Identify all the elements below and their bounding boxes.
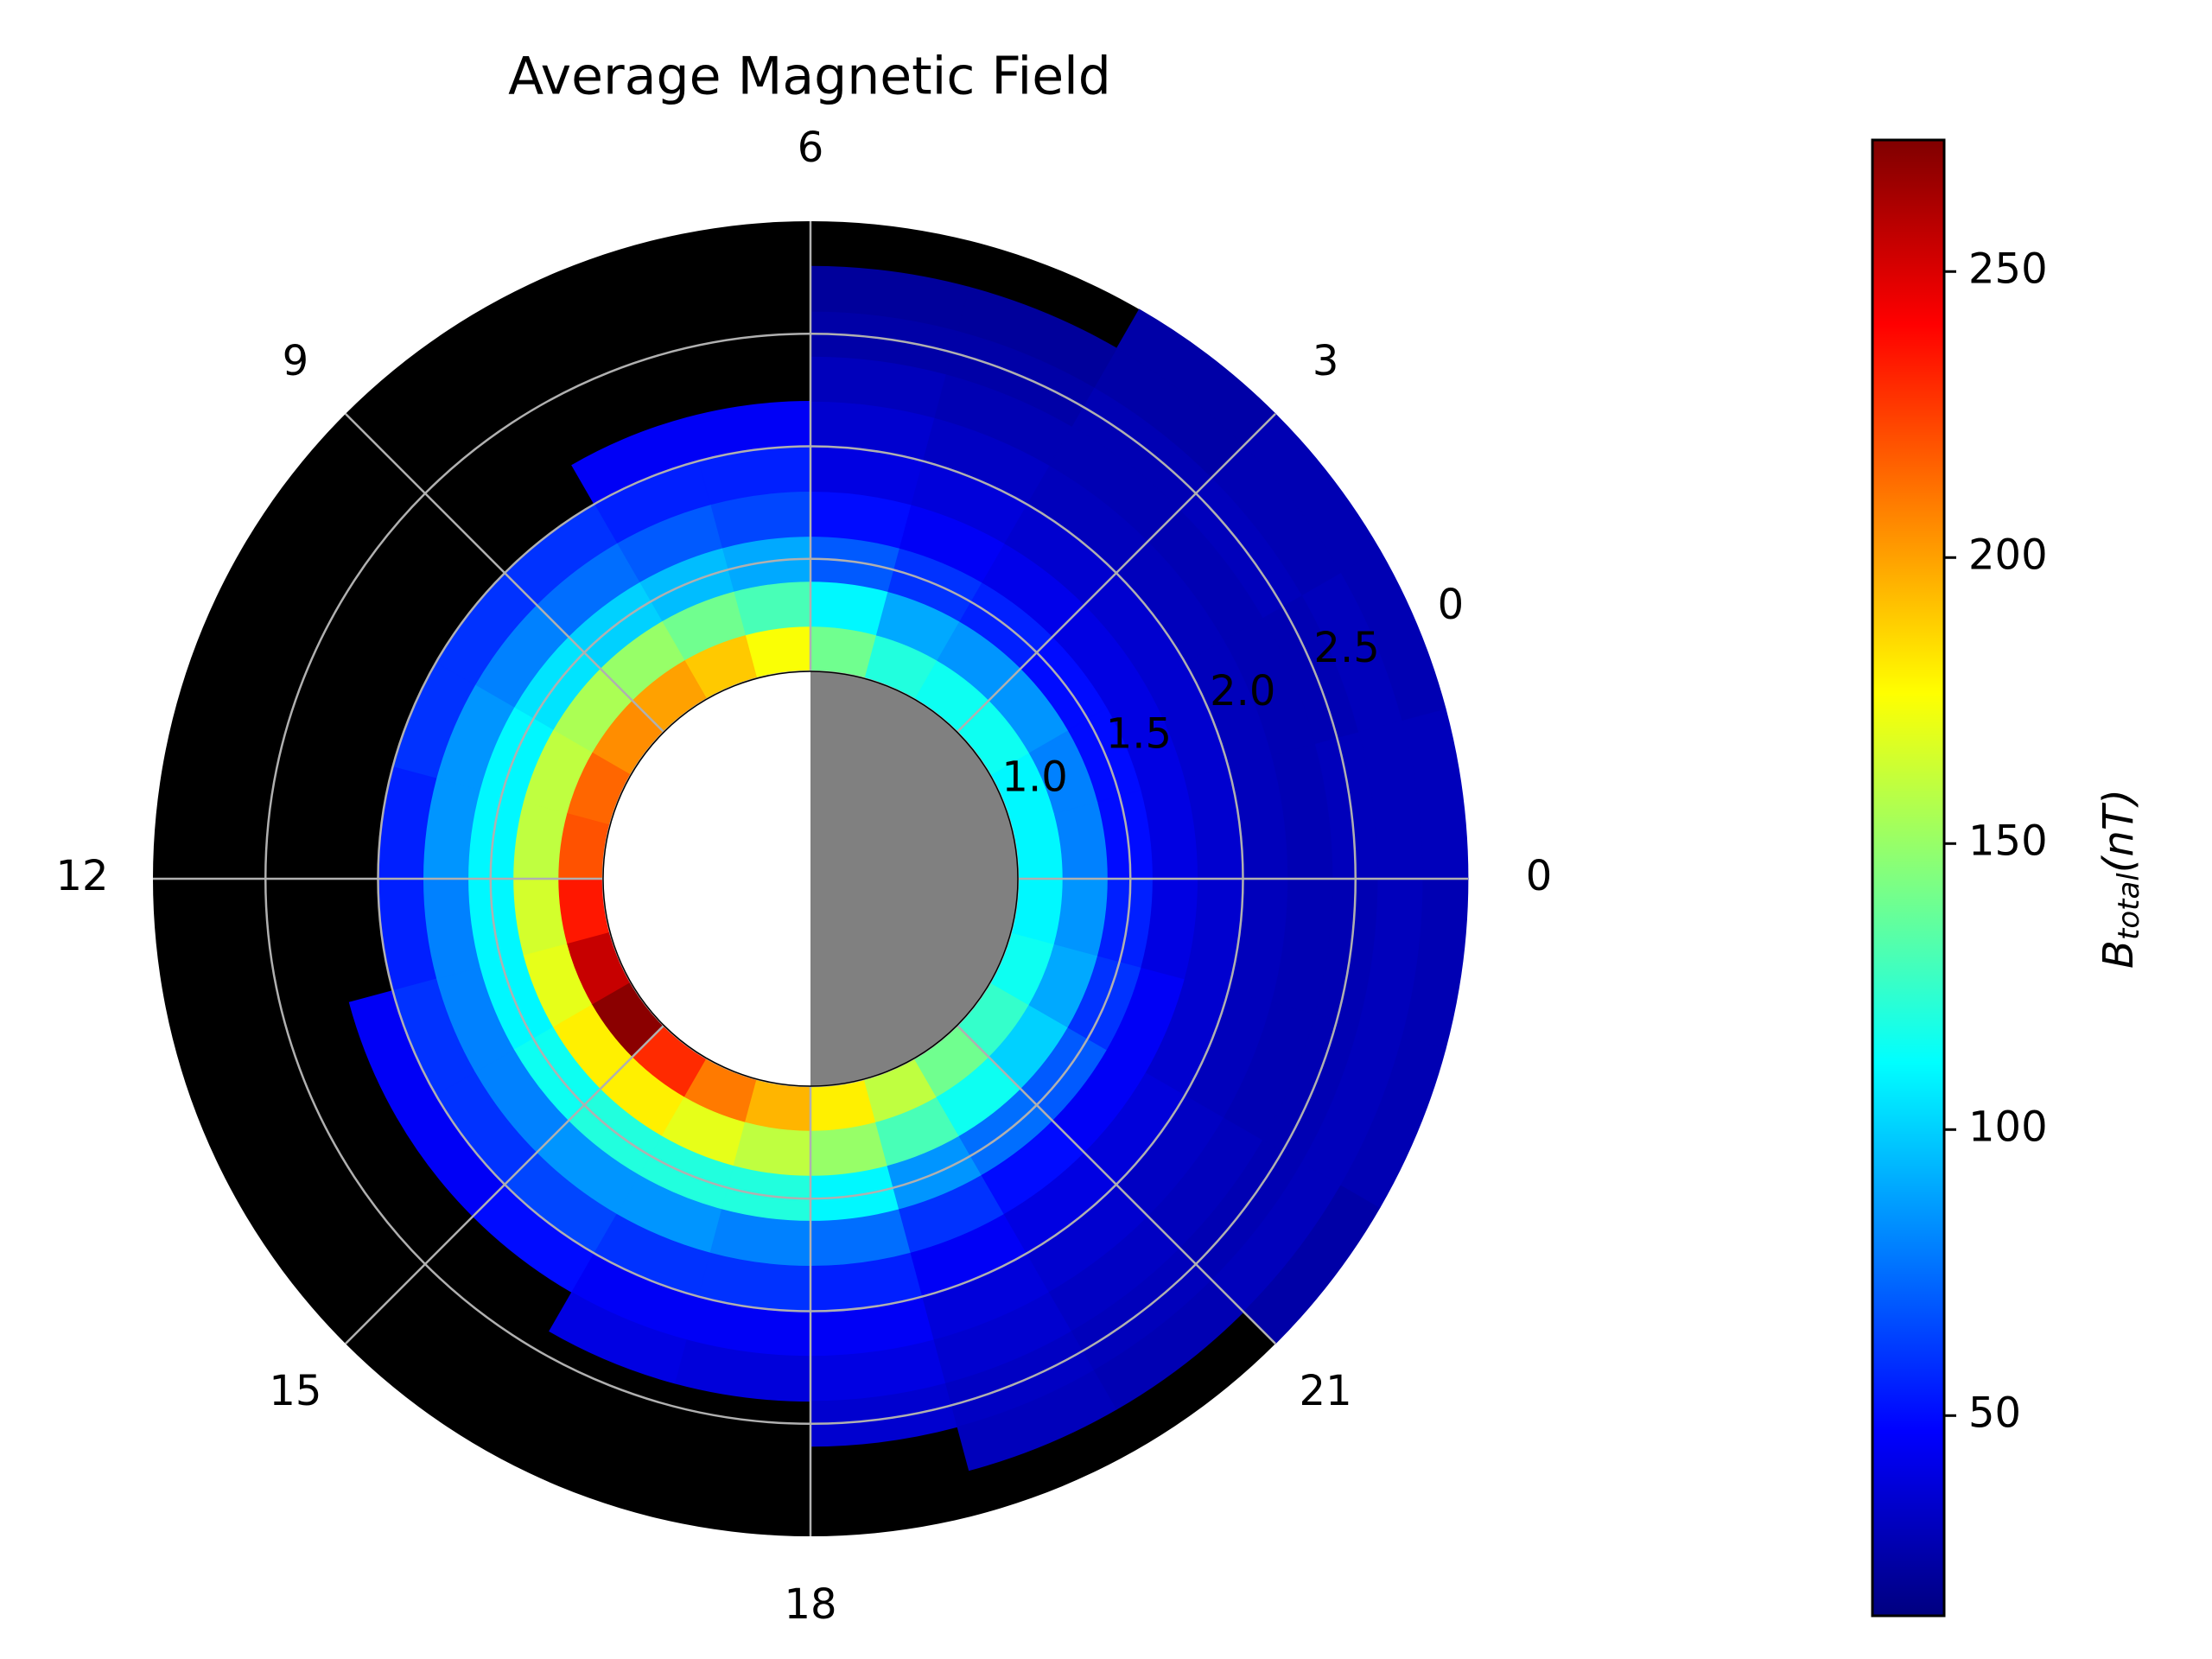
colorbar-label-suffix: (nT) (2094, 789, 2143, 873)
theta-grid-line (345, 413, 665, 734)
heatmap-cell (733, 581, 811, 636)
planet-day (603, 671, 810, 1086)
heatmap-cell (733, 1122, 811, 1177)
colorbar-tick-label: 100 (1968, 1103, 2048, 1151)
theta-grid-line (956, 413, 1276, 734)
heatmap-cell (512, 878, 568, 957)
colorbar-tick-label: 250 (1968, 245, 2048, 293)
theta-grid-line (345, 1024, 665, 1344)
chart-title: Average Magnetic Field (508, 47, 1111, 107)
theta-tick-label: 21 (1300, 1367, 1352, 1415)
colorbar-tick-label: 200 (1968, 531, 2048, 579)
colorbar-fill (1871, 138, 1946, 1618)
colorbar-label-base: B (2094, 940, 2143, 969)
heatmap-cell (810, 1122, 888, 1177)
theta-tick-label: 3 (1313, 337, 1339, 385)
heatmap-cell (810, 581, 888, 636)
theta-tick-label: 12 (55, 852, 108, 900)
planet-outline (602, 671, 1019, 1087)
r-tick-label: 2.0 (1210, 667, 1275, 715)
colorbar-tick-label: 150 (1968, 817, 2048, 865)
colorbar-tick-label: 50 (1968, 1389, 2021, 1437)
theta-tick-label: 18 (784, 1580, 836, 1629)
r-tick-label: 1.0 (1001, 753, 1067, 801)
planet-night (810, 671, 1018, 1086)
r-tick-label: 1.5 (1106, 710, 1172, 759)
heatmap-cell (512, 801, 568, 880)
theta-tick-label: 9 (283, 337, 309, 385)
heatmap-cell (1053, 801, 1109, 880)
heatmap-cell (1053, 878, 1109, 957)
colorbar-label: Btotal(nT) (2094, 789, 2146, 969)
theta-tick-label: 15 (269, 1367, 321, 1415)
colorbar-label-subscript: total (2112, 873, 2146, 940)
r-tick-label: 2.5 (1313, 624, 1379, 672)
theta-grid-line (956, 1024, 1276, 1344)
r-tick-label: 0 (1438, 581, 1465, 629)
colorbar: 50 100 150 200 250 (1871, 138, 2048, 1618)
polar-axes: 0 3 6 9 12 15 18 21 1.0 1.5 2.0 2.5 0 (55, 124, 1552, 1629)
theta-tick-label: 0 (1526, 852, 1553, 900)
theta-tick-label: 6 (798, 124, 824, 172)
heatmap-cell (1116, 308, 1276, 447)
